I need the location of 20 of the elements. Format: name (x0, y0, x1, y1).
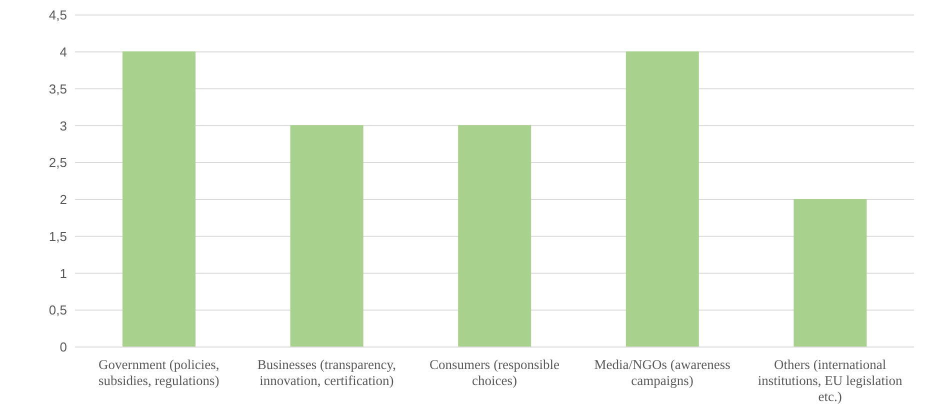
y-tick-label: 2 (60, 192, 67, 208)
x-tick-label: Consumers (responsible choices) (429, 357, 560, 388)
x-tick-label: Others (international institutions, EU legislation etc.) (758, 357, 903, 404)
x-tick-label: Government (policies, subsidies, regulations) (98, 357, 220, 388)
y-tick-label: 0 (60, 340, 67, 355)
y-tick-label: 3,5 (48, 81, 67, 96)
y-tick-label: 2,5 (48, 155, 67, 170)
y-tick-label: 4 (60, 44, 67, 60)
y-tick-label: 4,5 (48, 8, 67, 23)
y-tick-label: 1 (60, 266, 67, 281)
x-tick-label: Businesses (transparency, innovation, certification) (257, 357, 396, 388)
bar (290, 125, 364, 347)
y-tick-label: 0,5 (48, 302, 67, 318)
bar (122, 51, 196, 347)
bar (458, 125, 532, 347)
y-tick-label: 1,5 (48, 228, 67, 244)
bar (626, 51, 699, 347)
bar (794, 198, 867, 347)
y-tick-label: 3 (60, 118, 67, 134)
x-tick-label: Media/NGOs (awareness campaigns) (594, 357, 730, 388)
